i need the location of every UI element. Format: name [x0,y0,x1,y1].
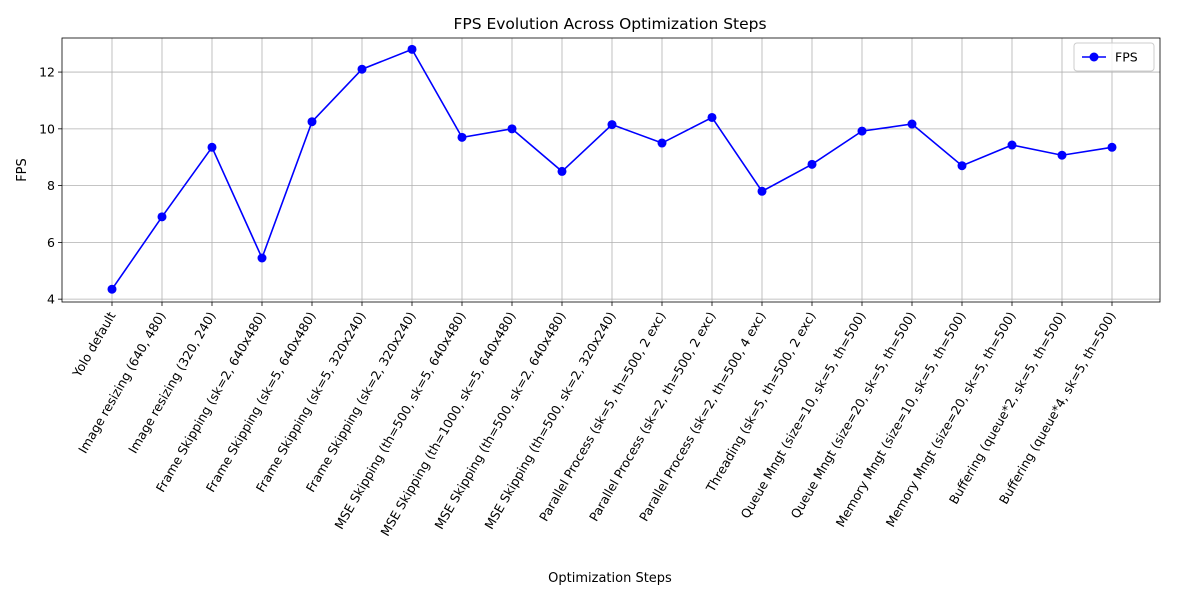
y-tick-label: 12 [39,65,55,80]
data-point [557,166,567,176]
x-axis-label: Optimization Steps [548,571,672,586]
y-tick-label: 10 [39,121,55,136]
data-point [957,161,967,171]
data-point [107,284,117,294]
data-point [1007,140,1017,150]
data-point [857,126,867,136]
data-point [757,186,767,196]
y-axis-label: FPS [15,158,30,182]
series [107,44,1117,294]
data-point [607,120,617,130]
y-tick-label: 6 [47,235,55,250]
data-point [807,159,817,169]
chart-title: FPS Evolution Across Optimization Steps [453,15,766,33]
data-point [1057,150,1067,160]
data-point [507,124,517,134]
data-point [357,64,367,74]
data-point [707,112,717,122]
legend-label: FPS [1115,50,1138,65]
plot-frame [61,37,1161,303]
legend: FPS [1073,42,1155,72]
data-point [257,253,267,263]
data-point [907,119,917,129]
data-point [207,142,217,152]
data-point [307,117,317,127]
data-point [157,212,167,222]
data-point [657,138,667,148]
data-point [1107,142,1117,152]
data-point [457,132,467,142]
data-point [407,44,417,54]
legend-marker [1089,52,1099,62]
legend-box [1073,42,1155,72]
y-tick-label: 4 [47,292,55,307]
y-tick-label: 8 [47,178,55,193]
